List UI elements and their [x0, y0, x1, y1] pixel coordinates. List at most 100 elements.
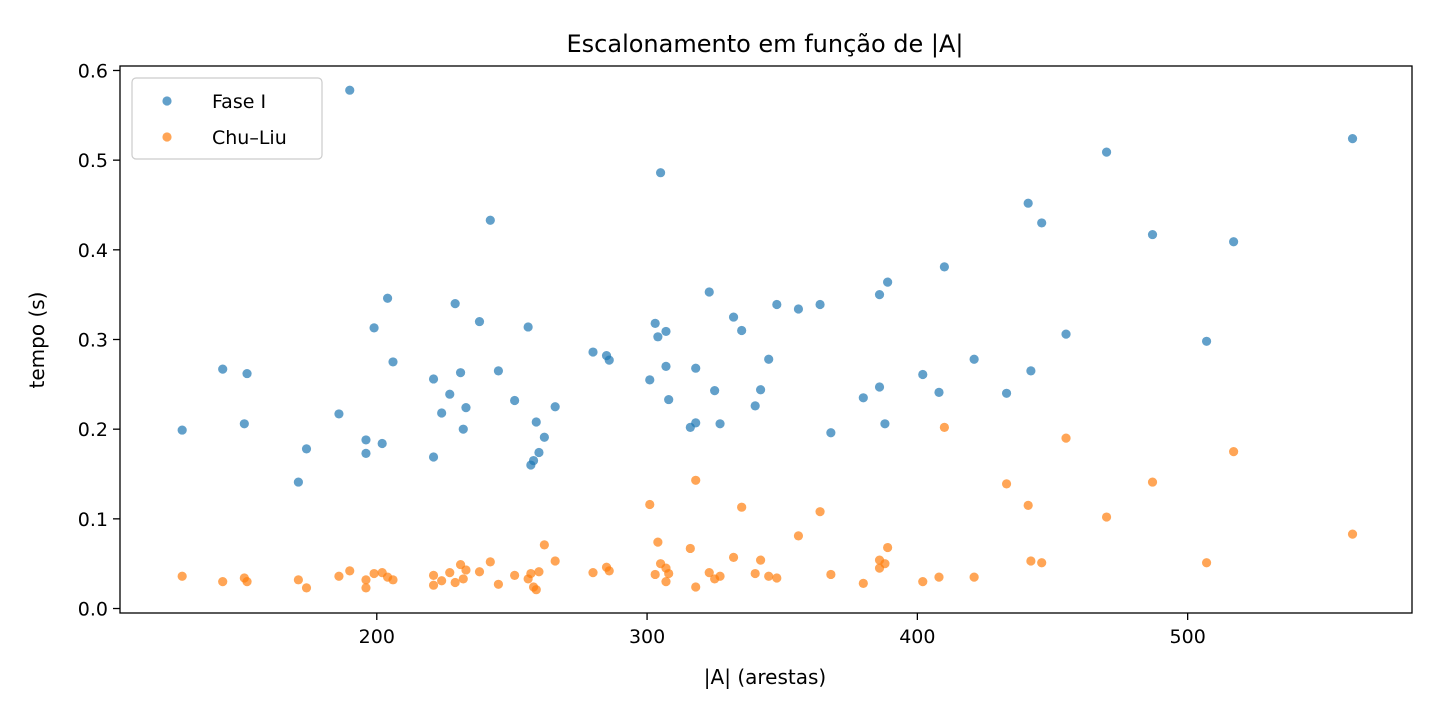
point-s0-35: [604, 355, 614, 365]
point-s1-4: [293, 575, 303, 585]
point-s1-14: [428, 580, 439, 590]
point-s0-13: [388, 357, 398, 367]
point-s1-50: [737, 502, 747, 512]
point-s0-52: [755, 385, 766, 395]
point-s0-74: [1201, 336, 1212, 346]
point-s1-43: [685, 543, 695, 554]
point-s1-49: [728, 552, 739, 563]
point-s1-57: [826, 569, 836, 580]
point-s0-64: [934, 387, 944, 398]
point-s1-25: [510, 570, 520, 580]
point-s1-56: [815, 507, 825, 517]
point-s0-40: [661, 326, 671, 337]
point-s0-67: [1001, 388, 1012, 398]
y-tick-label: 0.5: [78, 150, 108, 172]
point-s1-48: [715, 571, 725, 581]
point-s0-72: [1101, 147, 1112, 157]
point-s0-17: [445, 389, 455, 399]
point-s0-15: [428, 452, 439, 462]
point-s0-5: [301, 444, 312, 454]
point-s1-22: [474, 567, 485, 577]
point-s1-27: [526, 568, 536, 579]
x-tick-label: 300: [629, 626, 665, 648]
point-s0-68: [1023, 198, 1033, 208]
point-s1-17: [445, 568, 455, 578]
point-s1-53: [764, 571, 774, 581]
x-tick-label: 500: [1170, 626, 1206, 648]
point-s0-59: [874, 290, 885, 300]
point-s0-1: [218, 364, 228, 374]
point-s1-65: [939, 422, 949, 432]
point-s0-18: [450, 299, 460, 309]
point-s0-10: [369, 323, 379, 333]
point-s0-49: [728, 312, 739, 322]
point-s1-55: [793, 531, 804, 541]
point-s1-32: [550, 556, 560, 566]
point-s1-38: [653, 537, 663, 547]
point-s0-36: [645, 375, 655, 385]
point-s0-55: [793, 304, 804, 314]
point-s0-12: [382, 293, 393, 303]
point-s0-75: [1229, 237, 1239, 247]
point-s1-3: [242, 577, 252, 587]
y-tick-label: 0.0: [78, 599, 108, 621]
point-s0-66: [969, 354, 979, 364]
point-s1-51: [750, 568, 760, 579]
point-s1-7: [345, 566, 355, 576]
point-s1-46: [704, 568, 714, 578]
point-s0-65: [939, 262, 949, 272]
point-s0-16: [437, 408, 447, 418]
point-s0-45: [691, 418, 701, 428]
y-tick-label: 0.1: [78, 509, 108, 531]
point-s1-62: [883, 542, 893, 553]
point-s1-37: [650, 569, 660, 580]
chart-title: Escalonamento em função de |A|: [567, 30, 964, 58]
point-s0-54: [772, 299, 782, 310]
point-s1-63: [918, 577, 928, 587]
point-s0-53: [764, 354, 774, 364]
point-s0-39: [655, 168, 666, 178]
point-s0-11: [377, 438, 387, 449]
y-axis-label: tempo (s): [25, 292, 49, 389]
point-s0-69: [1026, 366, 1036, 376]
point-s0-3: [242, 368, 252, 379]
point-s0-76: [1347, 134, 1358, 144]
point-s1-71: [1061, 433, 1071, 443]
point-s0-57: [826, 428, 836, 438]
point-s0-28: [528, 455, 539, 466]
point-s1-30: [534, 567, 544, 577]
legend-box: [131, 77, 323, 160]
point-s0-24: [493, 366, 504, 376]
point-s1-24: [493, 579, 504, 589]
point-s1-69: [1026, 556, 1036, 566]
points-layer: [177, 85, 1358, 595]
point-s0-4: [293, 477, 303, 487]
point-s1-35: [604, 566, 614, 576]
point-s0-50: [737, 325, 747, 336]
point-s1-70: [1037, 558, 1047, 568]
point-s1-23: [485, 557, 495, 567]
point-s1-75: [1229, 446, 1239, 457]
point-s0-21: [461, 403, 471, 413]
point-s0-6: [334, 409, 344, 419]
legend-label-chu-liu: Chu–Liu: [212, 127, 287, 149]
point-s0-62: [883, 277, 893, 287]
point-s1-64: [934, 572, 944, 582]
point-s0-47: [710, 386, 720, 396]
point-s1-45: [691, 582, 701, 592]
point-s1-33: [588, 568, 598, 578]
point-s1-20: [458, 574, 468, 584]
point-s1-18: [450, 577, 460, 588]
point-s1-10: [369, 568, 379, 579]
legend: Fase I Chu–Liu: [131, 77, 323, 160]
point-s0-60: [874, 382, 885, 392]
x-tick-label: 200: [359, 626, 395, 648]
point-s0-38: [653, 332, 663, 342]
point-s1-66: [969, 572, 979, 582]
point-s1-1: [218, 577, 228, 587]
point-s1-0: [177, 571, 187, 581]
point-s0-41: [661, 361, 671, 371]
point-s0-25: [510, 395, 520, 406]
point-s1-72: [1101, 512, 1112, 522]
point-s1-76: [1347, 529, 1358, 539]
